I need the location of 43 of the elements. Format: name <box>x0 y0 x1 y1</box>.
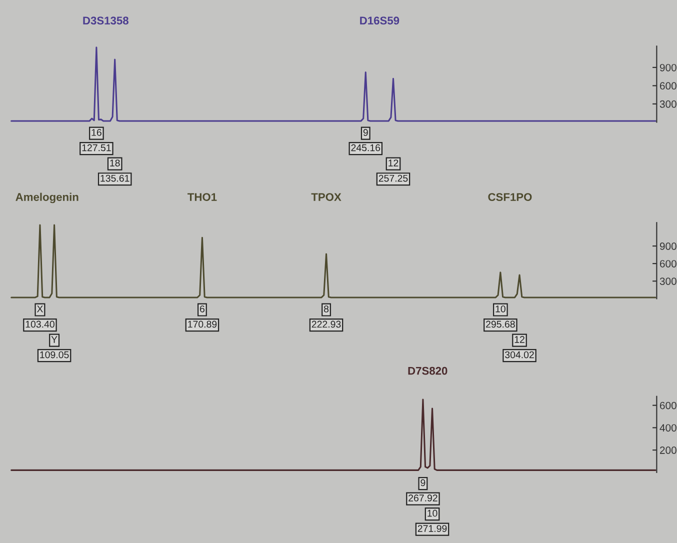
text: 9 <box>363 129 368 136</box>
text: X <box>36 306 44 312</box>
text: 10 <box>496 305 506 312</box>
text: 245.16 <box>351 144 380 152</box>
text: 12 <box>388 160 398 166</box>
text: 304.02 <box>505 351 534 358</box>
y-tick-label: 300 <box>660 278 676 285</box>
text: D7S820 <box>408 366 448 375</box>
text: 257.25 <box>378 174 408 182</box>
y-tick-label: 200 <box>660 446 676 454</box>
text: Amelogenin <box>16 192 78 204</box>
text: 267.92 <box>408 494 438 502</box>
text: 295.68 <box>486 320 515 328</box>
text: 12 <box>514 336 524 343</box>
text: 10 <box>428 510 438 517</box>
text: 103.40 <box>26 320 54 328</box>
text: D16S59 <box>360 16 400 25</box>
line-series <box>10 224 656 298</box>
line-series <box>10 46 656 122</box>
text: CSF1PO <box>488 193 532 201</box>
text: 109.05 <box>40 351 69 358</box>
text: 127.51 <box>82 144 111 152</box>
text: D3S1358 <box>83 16 128 25</box>
text: 271.99 <box>418 525 447 532</box>
y-tick-label: 400 <box>660 424 676 432</box>
y-tick-label: 600 <box>660 402 676 410</box>
text: Y <box>51 336 58 343</box>
text: 9 <box>420 479 426 486</box>
text: 18 <box>110 160 120 166</box>
text: 170.89 <box>188 320 217 328</box>
y-tick-label: 900 <box>660 64 676 72</box>
text: TPOX <box>311 193 342 201</box>
text: 8 <box>324 305 329 312</box>
text: 135.61 <box>100 174 130 182</box>
text: 6 <box>200 305 204 312</box>
text: THO1 <box>188 193 217 201</box>
y-tick-label: 600 <box>660 82 676 90</box>
line-series <box>10 398 656 471</box>
y-tick-label: 600 <box>660 260 676 268</box>
y-tick-label: 900 <box>660 242 676 250</box>
y-tick-label: 300 <box>660 100 676 108</box>
text: 16 <box>92 129 102 136</box>
text: 222.93 <box>312 320 341 328</box>
